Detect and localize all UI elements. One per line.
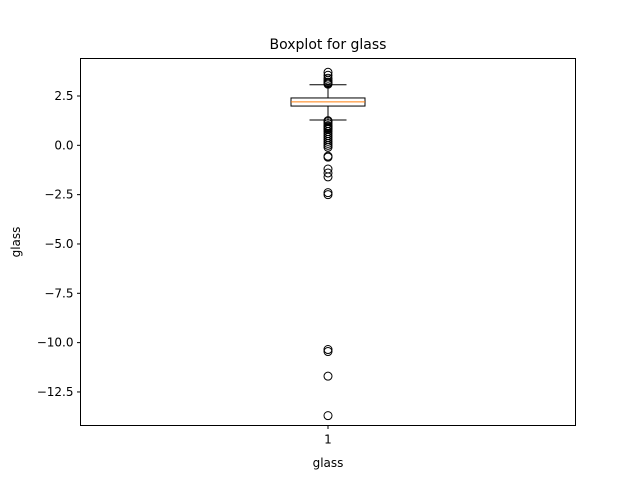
y-axis-label: glass xyxy=(9,227,23,258)
outlier-point xyxy=(323,168,333,178)
y-tick-label: −7.5 xyxy=(44,286,73,300)
y-tick-label: 0.0 xyxy=(54,138,73,152)
outlier-point xyxy=(323,79,333,89)
y-tick-label: −2.5 xyxy=(44,188,73,202)
outlier-point xyxy=(323,347,333,357)
outlier-point xyxy=(323,142,333,152)
outlier-point xyxy=(323,411,333,421)
outlier-point xyxy=(323,172,333,182)
y-tick-label: −12.5 xyxy=(37,385,74,399)
y-tick-label: −10.0 xyxy=(37,336,74,350)
x-axis-label: glass xyxy=(313,456,344,470)
outlier-point xyxy=(323,371,333,381)
y-tick-label: 2.5 xyxy=(54,89,73,103)
x-tick-label: 1 xyxy=(324,433,332,447)
outlier-point xyxy=(323,190,333,200)
y-tick-label: −5.0 xyxy=(44,237,73,251)
chart-title: Boxplot for glass xyxy=(270,37,387,53)
outlier-point xyxy=(323,152,333,162)
